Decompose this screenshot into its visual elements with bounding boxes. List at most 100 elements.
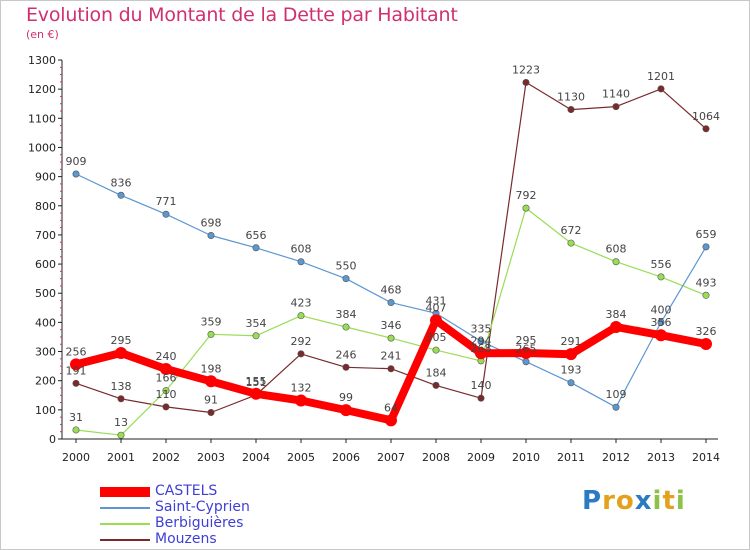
data-label: 198 [201,362,222,375]
x-tick-label: 2013 [647,451,675,464]
y-tick-label: 500 [35,287,56,300]
data-point [297,258,305,266]
data-label: 138 [111,380,132,393]
y-tick-label: 1200 [28,83,56,96]
y-tick-label: 1100 [28,112,56,125]
x-tick-label: 2000 [62,451,90,464]
data-label: 354 [246,317,267,330]
legend-swatch [100,539,150,541]
data-point [72,426,80,434]
y-tick-label: 0 [49,433,56,446]
data-label: 359 [201,315,222,328]
data-label: 31 [69,411,83,424]
data-point [207,408,215,416]
x-tick-label: 2004 [242,451,270,464]
data-label: 1064 [692,110,720,123]
data-label: 268 [471,342,492,355]
data-label: 151 [246,376,267,389]
data-label: 155 [246,375,267,388]
data-point [610,321,622,334]
data-point [477,394,485,402]
data-point [702,125,710,133]
data-point [702,291,710,299]
data-point [565,348,577,361]
data-label: 305 [426,331,447,344]
data-label: 295 [111,334,132,347]
data-label: 423 [291,297,312,310]
y-tick-label: 100 [35,404,56,417]
data-point [115,346,127,359]
data-label: 1130 [557,91,585,104]
data-label: 132 [291,382,312,395]
data-point [297,312,305,320]
data-point [657,273,665,281]
legend-swatch [100,507,150,509]
data-label: 493 [696,276,717,289]
x-tick-label: 2006 [332,451,360,464]
data-label: 291 [561,335,582,348]
data-label: 13 [114,416,128,429]
y-tick-label: 400 [35,316,56,329]
x-tick-label: 2012 [602,451,630,464]
data-point [342,275,350,283]
data-label: 698 [201,217,222,230]
data-point [657,318,665,326]
data-point [252,244,260,252]
data-label: 608 [606,243,627,256]
data-point [117,395,125,403]
legend-swatch [100,523,150,525]
data-label: 193 [561,364,582,377]
data-point [295,394,307,407]
data-label: 346 [381,319,402,332]
data-label: 1140 [602,88,630,101]
data-label: 1223 [512,63,540,76]
data-label: 246 [336,348,357,361]
data-label: 110 [156,388,177,401]
data-label: 400 [651,303,672,316]
x-tick-label: 2007 [377,451,405,464]
data-point [475,347,487,360]
data-label: 384 [336,308,357,321]
y-tick-label: 200 [35,375,56,388]
data-label: 656 [246,229,267,242]
x-tick-label: 2010 [512,451,540,464]
data-point [250,387,262,400]
data-point [160,363,172,376]
data-point [70,358,82,371]
data-point [342,323,350,331]
data-point [655,329,667,342]
legend-swatch [100,487,150,497]
data-label: 256 [66,345,87,358]
data-label: 91 [204,393,218,406]
data-label: 64 [384,401,398,414]
data-point [117,191,125,199]
data-point [162,210,170,218]
data-point [72,379,80,387]
data-point [205,375,217,388]
data-label: 1201 [647,70,675,83]
x-tick-label: 2005 [287,451,315,464]
data-label: 191 [66,364,87,377]
data-label: 140 [471,379,492,392]
data-label: 294 [471,334,492,347]
legend-label: Berbiguières [155,515,244,531]
data-label: 909 [66,155,87,168]
data-point [567,239,575,247]
data-point [702,243,710,251]
data-point [657,85,665,93]
data-label: 608 [291,243,312,256]
data-point [430,314,442,327]
y-tick-label: 1000 [28,141,56,154]
data-label: 672 [561,224,582,237]
data-point [72,170,80,178]
data-label: 836 [111,176,132,189]
data-point [162,387,170,395]
data-point [520,346,532,359]
y-tick-label: 900 [35,171,56,184]
legend-label: Mouzens [155,531,217,547]
y-tick-label: 300 [35,346,56,359]
chart-title: Evolution du Montant de la Dette par Hab… [26,4,458,26]
data-point [567,379,575,387]
data-label: 292 [291,335,312,348]
